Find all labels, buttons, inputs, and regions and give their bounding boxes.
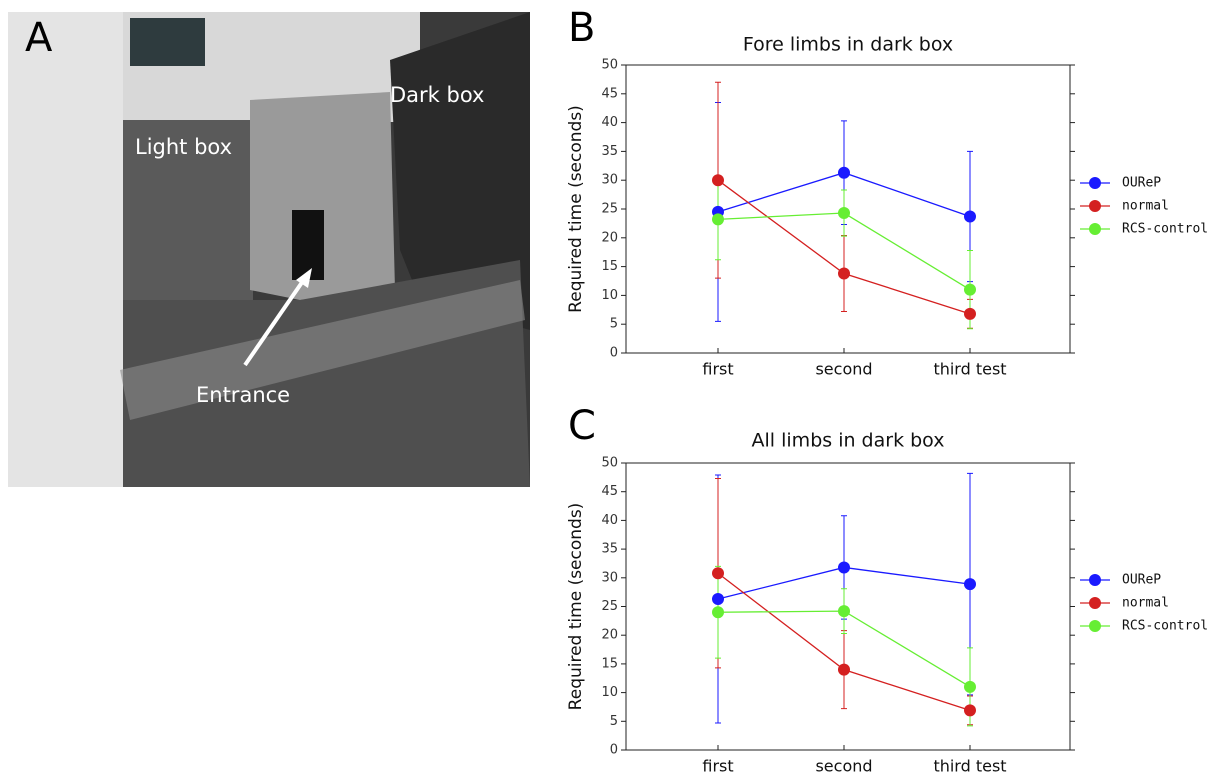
x-tick-label: first xyxy=(702,360,733,379)
dark-box-front xyxy=(250,92,395,300)
panel-label: B xyxy=(568,5,595,51)
y-tick-label: 50 xyxy=(601,456,618,471)
cabinet-side xyxy=(8,12,123,487)
y-tick-label: 40 xyxy=(601,115,618,130)
y-tick-label: 45 xyxy=(601,484,618,499)
photo-label: Light box xyxy=(135,135,232,159)
entrance-arrow xyxy=(243,276,307,367)
legend-marker xyxy=(1089,597,1101,609)
y-tick-label: 10 xyxy=(601,685,618,700)
panel-label: A xyxy=(25,15,53,61)
x-tick-label: third test xyxy=(933,757,1006,776)
data-point xyxy=(712,174,724,187)
y-tick-label: 20 xyxy=(601,628,618,643)
y-tick-label: 50 xyxy=(601,58,618,73)
photo-label: Entrance xyxy=(196,383,290,407)
y-tick-label: 0 xyxy=(610,346,618,361)
y-tick-label: 15 xyxy=(601,259,618,274)
data-point xyxy=(838,166,850,179)
legend-label: normal xyxy=(1122,596,1169,611)
acrylic-lid xyxy=(120,280,525,420)
x-tick-label: second xyxy=(815,757,872,776)
chart-title: All limbs in dark box xyxy=(752,430,945,452)
legend-label: OUReP xyxy=(1122,573,1161,588)
legend-label: RCS-control xyxy=(1122,222,1208,237)
legend-marker xyxy=(1089,223,1101,235)
x-tick-label: second xyxy=(815,360,872,379)
panel-label: C xyxy=(568,403,596,449)
legend-marker xyxy=(1089,200,1101,212)
y-tick-label: 35 xyxy=(601,542,618,557)
y-tick-label: 25 xyxy=(601,599,618,614)
y-tick-label: 30 xyxy=(601,570,618,585)
data-point xyxy=(712,606,724,619)
y-tick-label: 45 xyxy=(601,86,618,101)
data-point xyxy=(838,663,850,676)
legend-marker xyxy=(1089,620,1101,632)
dark-cloth xyxy=(390,12,530,330)
legend-label: normal xyxy=(1122,199,1169,214)
legend-label: OUReP xyxy=(1122,176,1161,191)
data-point xyxy=(964,307,976,320)
entrance-hole xyxy=(292,210,324,280)
number-plate xyxy=(130,18,205,66)
data-point xyxy=(838,605,850,618)
data-point xyxy=(964,283,976,296)
y-tick-label: 30 xyxy=(601,173,618,188)
y-tick-label: 15 xyxy=(601,656,618,671)
plot-frame xyxy=(625,462,1071,751)
legend-marker xyxy=(1089,177,1101,189)
x-tick-label: third test xyxy=(933,360,1006,379)
data-point xyxy=(838,561,850,574)
data-point xyxy=(838,267,850,280)
y-tick-label: 35 xyxy=(601,144,618,159)
legend-label: RCS-control xyxy=(1122,619,1208,634)
data-point xyxy=(712,567,724,580)
y-axis-label: Required time (seconds) xyxy=(566,105,586,313)
x-tick-label: first xyxy=(702,757,733,776)
y-tick-label: 20 xyxy=(601,230,618,245)
data-point xyxy=(964,704,976,717)
chart-title: Fore limbs in dark box xyxy=(743,34,953,56)
arrow-head xyxy=(296,268,312,288)
light-box-wall xyxy=(123,120,253,300)
y-tick-label: 5 xyxy=(610,714,618,729)
y-tick-label: 5 xyxy=(610,317,618,332)
y-tick-label: 40 xyxy=(601,513,618,528)
data-point xyxy=(964,680,976,693)
data-point xyxy=(712,593,724,606)
data-point xyxy=(838,207,850,220)
data-point xyxy=(964,210,976,223)
y-tick-label: 0 xyxy=(610,743,618,758)
y-axis-label: Required time (seconds) xyxy=(566,503,586,711)
data-point xyxy=(712,213,724,226)
y-tick-label: 10 xyxy=(601,288,618,303)
y-tick-label: 25 xyxy=(601,202,618,217)
photo: A Light box Dark box Entrance xyxy=(8,12,530,487)
data-point xyxy=(964,578,976,591)
photo-label: Dark box xyxy=(390,83,484,107)
legend-marker xyxy=(1089,574,1101,586)
